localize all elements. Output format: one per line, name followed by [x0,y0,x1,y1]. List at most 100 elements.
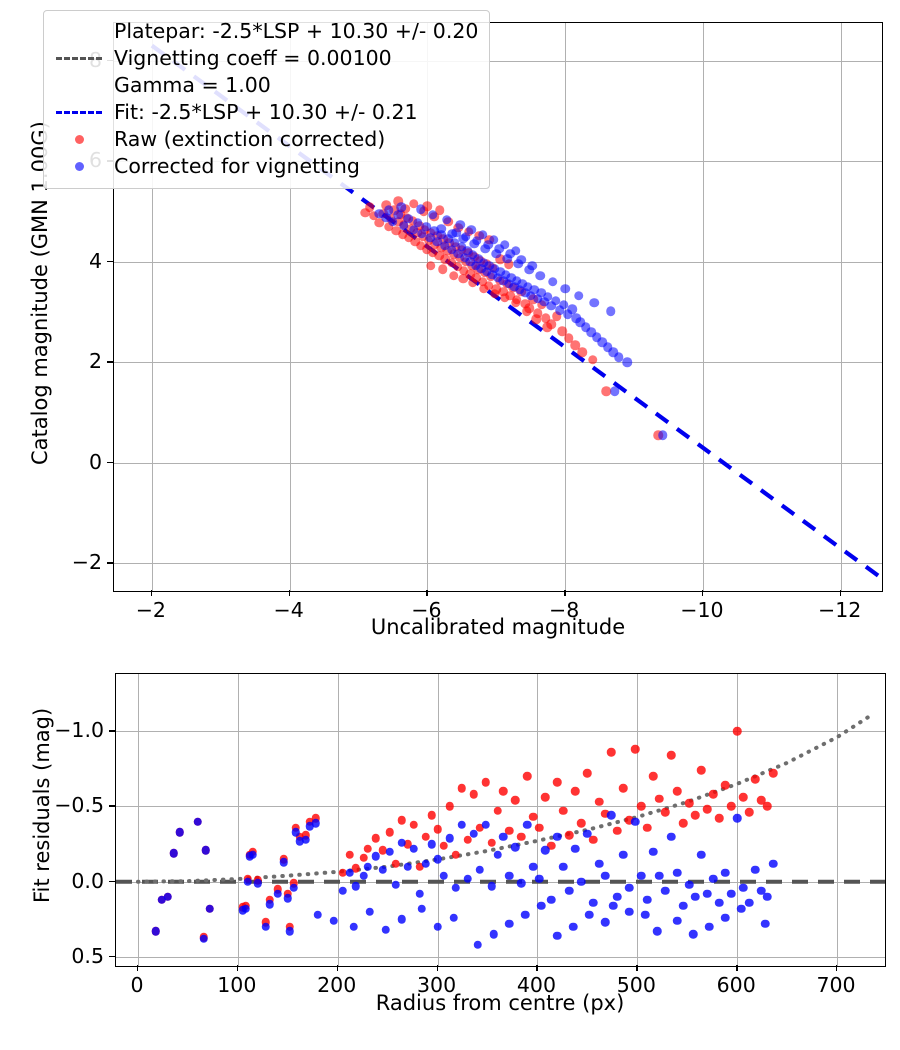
data-point-raw [283,889,293,898]
data-point-raw [690,811,700,820]
data-point-corrected [363,862,372,871]
data-point-corrected [351,881,360,891]
data-point-corrected [175,827,185,837]
data-point-raw [415,862,424,871]
data-point-raw [521,306,532,316]
data-point-corrected [469,829,478,838]
data-point-raw [265,895,275,905]
data-point-raw [291,823,301,832]
data-point-raw [469,790,478,799]
gridline-vertical [637,674,639,966]
data-point-corrected [238,906,248,915]
data-point-corrected [601,871,610,880]
data-point-raw [409,820,418,829]
data-point-corrected [548,277,558,287]
data-point-raw [655,794,664,804]
data-point-raw [311,814,320,823]
data-point-raw [438,234,448,244]
data-point-corrected [446,244,457,255]
data-point-corrected [285,927,295,936]
data-point-raw [532,308,543,318]
data-point-raw [512,295,522,305]
x-tick-mark [436,965,438,971]
x-tick-label: −8 [549,598,580,622]
data-point-raw [410,236,420,247]
data-point-raw [241,901,251,911]
data-point-corrected [592,332,602,342]
data-point-corrected [261,922,271,932]
data-point-raw [484,234,495,245]
x-tick-mark [701,590,704,596]
data-point-raw [439,841,448,850]
gridline-horizontal [114,261,882,263]
data-point-corrected [738,883,748,892]
data-point-corrected [585,910,594,920]
data-point-corrected [487,270,497,280]
legend-entry-platepar: Platepar: -2.5*LSP + 10.30 +/- 0.20 [53,18,478,45]
y-tick-label: −2 [71,550,102,575]
data-point-corrected [525,291,536,301]
gridline-horizontal [114,563,882,565]
x-tick-mark [426,590,428,596]
data-point-raw [359,853,368,862]
legend-label-fit: Fit: -2.5*LSP + 10.30 +/- 0.21 [114,99,418,124]
data-point-raw [498,287,508,297]
data-point-raw [559,806,568,816]
data-point-raw [414,220,424,231]
data-point-corrected [524,265,535,275]
y-tick-label: 4 [88,248,102,273]
x-tick-label: 0 [130,973,144,997]
data-point-raw [490,289,500,299]
data-point-corrected [655,871,664,880]
data-point-raw [714,814,724,823]
data-point-corrected [311,818,320,828]
data-point-corrected [488,234,499,245]
data-point-corrected [492,273,503,283]
data-point-corrected [279,857,289,867]
x-tick-label: 500 [616,973,656,997]
data-point-raw [393,196,404,207]
data-point-raw [577,347,588,357]
data-point-corrected [169,848,179,858]
data-point-corrected [427,839,436,849]
data-point-corrected [569,922,578,932]
data-point-corrected [245,851,255,861]
data-point-corrected [476,264,486,274]
data-point-corrected [399,220,409,231]
data-point-corrected [451,883,460,892]
data-point-raw [570,340,581,350]
data-point-raw [750,775,760,784]
gridline-vertical [337,674,339,966]
data-point-raw [429,211,440,222]
data-point-raw [553,778,562,787]
data-point-corrected [546,301,557,311]
legend: Platepar: -2.5*LSP + 10.30 +/- 0.20 Vign… [43,10,491,189]
data-point-raw [163,892,173,901]
data-point-corrected [494,243,504,254]
data-point-raw [295,832,304,841]
data-point-raw [371,833,380,843]
data-point-corrected [704,922,714,932]
data-point-corrected [273,889,283,898]
data-point-corrected [553,832,562,841]
data-point-corrected [625,907,634,917]
data-point-raw [457,784,466,793]
data-point-raw [649,772,658,781]
data-point-corrected [613,892,622,901]
x-tick-label: −4 [273,598,304,622]
data-point-corrected [499,832,508,841]
data-point-raw [397,229,408,239]
data-point-corrected [447,228,457,239]
legend-label-gamma: Gamma = 1.00 [114,72,271,97]
data-point-raw [378,208,389,219]
data-point-corrected [550,296,561,306]
data-point-raw [363,844,372,853]
data-point-corrected [589,298,599,308]
x-tick-mark [564,590,566,596]
data-point-corrected [702,889,712,898]
data-point-raw [408,215,418,226]
data-point-corrected [637,871,646,880]
legend-entry-fit: Fit: -2.5*LSP + 10.30 +/- 0.21 [53,99,478,126]
legend-entry-corrected: Corrected for vignetting [53,153,478,180]
data-point-corrected [571,313,581,323]
